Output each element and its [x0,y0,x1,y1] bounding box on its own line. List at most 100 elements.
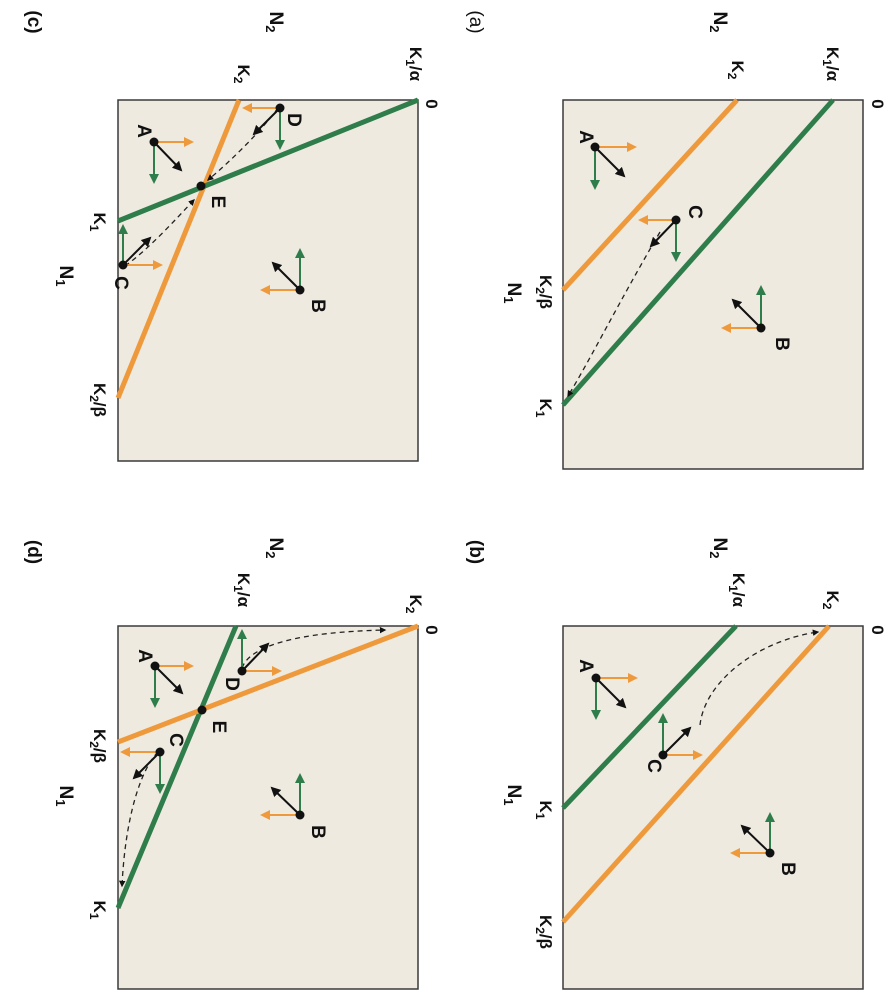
panel-d-point-d [237,629,282,676]
panel-b-plot-area [562,625,864,990]
panel-d-point-b [260,773,305,820]
panel-d-ytick-0: K1/α [231,573,253,608]
panel-a-label-a: A [575,130,596,144]
panel-a-point-c [638,215,681,262]
svg-text:K1: K1 [533,801,555,820]
svg-text:K2/β: K2/β [533,275,555,309]
panel-d-species2-isocline [117,623,419,745]
panel-b-point-a [591,673,638,720]
panel-a-title: (a) [465,10,486,33]
svg-text:K2/β: K2/β [533,915,555,949]
panel-a-xtick-0: K2/β [533,275,555,309]
panel-d-point-e [197,705,207,715]
panel-a-point-b [721,285,766,333]
svg-text:K2/β: K2/β [87,729,109,763]
panel-b-origin-label: 0 [868,625,887,634]
panel-a-trajectory [567,231,661,398]
panel-c-point-a [149,137,194,184]
panel-a-point-a [590,142,637,190]
panel-c-species1-isocline [117,97,419,224]
svg-text:K1: K1 [87,213,109,232]
panel-d-label-c: C [165,733,186,747]
svg-text:K1/α: K1/α [231,573,253,608]
panel-d-label-a: A [134,649,155,663]
panel-c-trajectory-c [124,199,195,267]
panel-c-plot-area [117,99,419,462]
panel-a-plot-area [562,99,864,470]
svg-text:K2: K2 [231,65,253,84]
panel-c-xtick-1: K2/β [87,383,109,417]
panel-d-xtick-1: K1 [87,901,109,920]
svg-text:K1/α: K1/α [403,47,425,82]
panel-a-label-c: C [684,205,705,219]
panel-b-species2-isocline [561,624,831,924]
panel-a-ytick-1: K1/α [820,47,842,82]
svg-text:N2: N2 [707,12,730,33]
panel-c-x-axis-label: N1 [53,266,76,287]
panel-d-origin-label: 0 [422,625,441,634]
panel-d-label-d: D [221,677,242,691]
panel-c-xtick-0: K1 [87,213,109,232]
panel-c-species2-isocline [115,99,242,399]
panel-c-title: (c) [23,10,44,33]
panel-d-label-e: E [208,721,229,734]
svg-text:N2: N2 [263,538,286,559]
svg-text:N1: N1 [501,283,524,304]
svg-text:K2: K2 [820,591,842,610]
svg-text:N1: N1 [53,786,76,807]
panel-d-title: (d) [23,540,44,564]
svg-text:K1: K1 [87,901,109,920]
panel-b-point-b [730,812,775,858]
panel-c-ytick-1: K1/α [403,47,425,82]
panel-b-xtick-0: K1 [533,801,555,820]
panel-d-label-b: B [307,825,328,839]
panel-c-label-b: B [307,299,328,313]
panel-b-point-c [658,713,703,760]
panel-c-origin-label: 0 [422,99,441,108]
svg-text:K2: K2 [403,595,425,614]
panel-c-point-c [118,224,163,270]
panel-d-xtick-0: K2/β [87,729,109,763]
panel-c-y-axis-label: N2 [263,12,286,33]
panel-a-xtick-1: K1 [533,399,555,418]
panel-b-y-axis-label: N2 [707,538,730,559]
panel-b-label-a: A [575,659,596,673]
panel-c-point-d [242,103,285,150]
panel-d-x-axis-label: N1 [53,786,76,807]
panel-b-label-b: B [777,862,798,876]
panel-c-label-c: C [110,276,131,290]
panel-a-ytick-0: K2 [725,61,747,80]
panel-a-y-axis-label: N2 [707,12,730,33]
panel-c-ytick-0: K2 [231,65,253,84]
panel-b-label-c: C [643,759,664,773]
panel-b-title: (b) [465,540,486,564]
panel-a-x-axis-label: N1 [501,283,524,304]
panel-c-point-b [260,248,305,295]
panel-b-species1-isocline [561,624,738,810]
panel-a-species2-isocline [561,98,739,292]
panel-d-point-c [120,747,165,794]
svg-text:K1: K1 [533,399,555,418]
svg-text:N2: N2 [263,12,286,33]
panel-d-plot-area [117,625,419,990]
panel-c-label-d: D [283,113,304,127]
panel-b-xtick-1: K2/β [533,915,555,949]
panel-c-label-a: A [133,124,154,138]
panel-b-ytick-0: K1/α [726,573,748,608]
panel-a-species1-isocline [561,98,835,407]
panel-d-point-a [150,661,194,708]
svg-text:N1: N1 [501,785,524,806]
panel-b-x-axis-label: N1 [501,785,524,806]
panel-d-species1-isocline [115,625,239,909]
panel-b: A C B 0 K1/α K2 K1 K2/β N1 N2 (b) [465,538,887,990]
panel-b-trajectory [699,629,820,726]
panel-c-label-e: E [207,196,228,209]
panel-d-y-axis-label: N2 [263,538,286,559]
svg-text:K1/α: K1/α [820,47,842,82]
svg-text:K1/α: K1/α [726,573,748,608]
svg-text:K2: K2 [725,61,747,80]
panel-a: A C B 0 K2 K1/α K2/β K1 N1 N2 (a) [465,10,887,470]
panel-c-point-e [196,181,206,191]
panel-c: A D E C B 0 K2 K1/α K1 K2/β N1 N2 (c) [23,10,441,462]
